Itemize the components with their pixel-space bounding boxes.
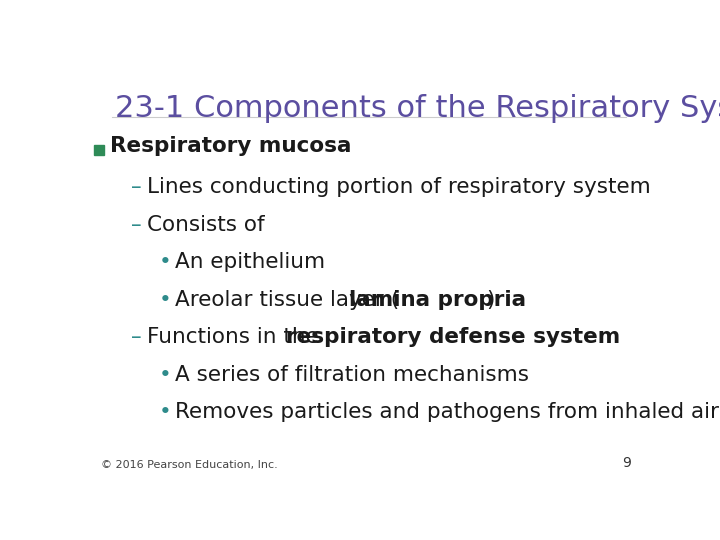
Text: 9: 9 (622, 456, 631, 470)
Text: •: • (158, 402, 171, 422)
Text: •: • (158, 252, 171, 272)
Text: –: – (131, 178, 141, 198)
Text: Functions in the: Functions in the (148, 327, 326, 347)
Text: lamina propria: lamina propria (349, 290, 526, 310)
Text: –: – (131, 215, 141, 235)
Text: respiratory defense system: respiratory defense system (286, 327, 620, 347)
Text: •: • (158, 364, 171, 384)
Text: An epithelium: An epithelium (176, 252, 325, 272)
Text: –: – (131, 327, 141, 347)
Text: Consists of: Consists of (148, 215, 265, 235)
FancyBboxPatch shape (94, 145, 104, 156)
Text: Removes particles and pathogens from inhaled air: Removes particles and pathogens from inh… (176, 402, 719, 422)
Text: 23-1 Components of the Respiratory System: 23-1 Components of the Respiratory Syste… (115, 94, 720, 123)
Text: Lines conducting portion of respiratory system: Lines conducting portion of respiratory … (148, 178, 651, 198)
Text: ): ) (486, 290, 495, 310)
Text: Respiratory mucosa: Respiratory mucosa (109, 136, 351, 156)
Text: Areolar tissue layer (: Areolar tissue layer ( (176, 290, 400, 310)
Text: •: • (158, 290, 171, 310)
Text: © 2016 Pearson Education, Inc.: © 2016 Pearson Education, Inc. (101, 460, 278, 470)
Text: A series of filtration mechanisms: A series of filtration mechanisms (176, 364, 529, 384)
